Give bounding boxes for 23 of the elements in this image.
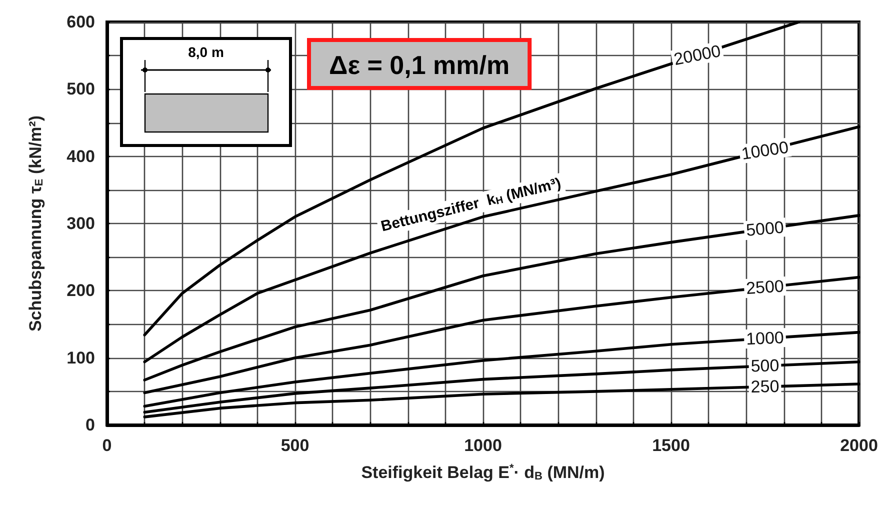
x-tick-label: 2000 — [840, 436, 878, 455]
x-tick-label: 0 — [102, 436, 112, 455]
x-tick-label: 500 — [280, 436, 310, 455]
y-tick-label: 500 — [66, 80, 95, 99]
text: 10000 — [740, 138, 790, 164]
series-label: 2500 — [746, 276, 784, 298]
slab-diagram: 8,0 m — [120, 37, 292, 147]
x-tick-label: 1500 — [652, 436, 690, 455]
series-label: 500 — [750, 356, 780, 376]
text: 20000 — [672, 41, 722, 70]
y-tick-label: 0 — [86, 416, 95, 434]
series-label: 5000 — [745, 218, 785, 240]
annotation: Δε = 0,1 mm/m — [329, 50, 510, 80]
y-tick-label: 400 — [66, 146, 95, 166]
y-tick-label: 200 — [66, 281, 95, 300]
series-label: 1000 — [746, 328, 784, 349]
x-tick-label: 1000 — [464, 436, 502, 455]
y-axis-title: Schubspannung τE (kN/m²) — [26, 115, 46, 332]
y-tick-label: 300 — [66, 214, 95, 233]
y-tick-label: 600 — [66, 12, 95, 32]
y-tick-label: 100 — [66, 348, 95, 368]
annotation: 8,0 m — [187, 44, 225, 60]
series-label: 250 — [750, 376, 780, 396]
